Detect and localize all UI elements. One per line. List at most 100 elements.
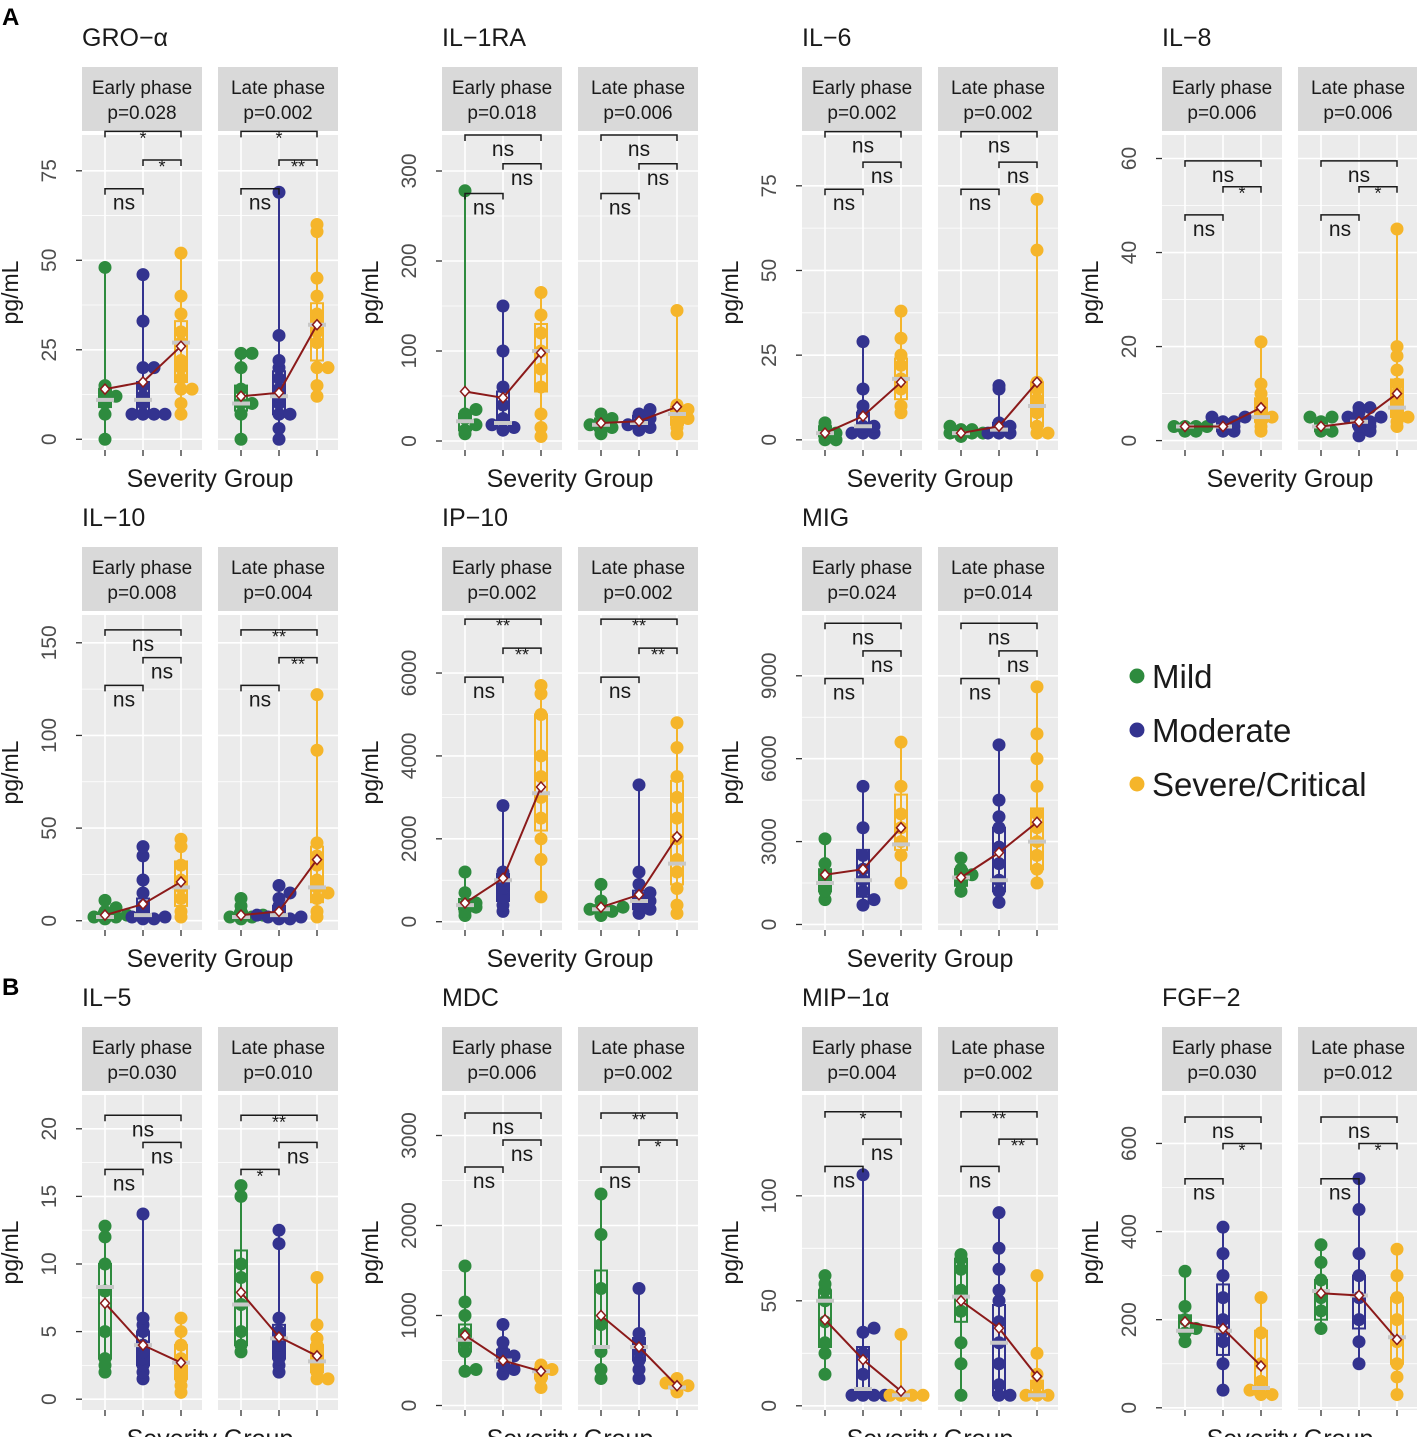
significance-label: ** [515,645,529,665]
facet-p-value: p=0.004 [827,1063,897,1084]
mean-marker [459,385,471,398]
mean-marker [175,1356,187,1369]
point-severe [1030,680,1044,694]
significance-label: ns [833,682,855,705]
point-severe [1041,1388,1055,1402]
facet-p-value: p=0.030 [107,1063,176,1084]
x-axis-title: Severity Group [487,1425,654,1437]
point-severe [310,289,324,303]
point-moderate [136,268,150,282]
point-moderate [856,335,870,349]
facet-p-value: p=0.006 [467,1063,536,1084]
y-tick-label: 40 [1118,241,1141,264]
significance-bracket [998,1138,1038,1146]
point-severe [310,361,324,375]
significance-label: * [275,128,282,148]
significance-label: * [256,1166,263,1186]
point-severe [670,811,684,825]
chart-title: IL−10 [82,504,145,532]
significance-label: ns [1007,654,1029,677]
point-moderate [136,886,150,900]
y-tick-label: 5 [38,1326,61,1338]
point-mild [954,1248,968,1262]
significance-bracket [824,1111,902,1118]
point-severe [534,811,548,825]
significance-label: ** [291,655,305,675]
facet-label: Early phase [452,1038,552,1059]
y-tick-label: 9000 [758,652,781,699]
significance-label: ns [988,626,1010,649]
point-moderate [496,423,510,437]
point-severe [310,892,324,905]
facet-strip [82,1027,202,1091]
point-moderate [1352,1357,1366,1371]
significance-label: ns [1212,1120,1234,1143]
point-mild [234,1271,248,1285]
significance-label: ns [871,165,893,188]
point-mild [1178,1299,1192,1313]
point-moderate [992,1283,1006,1297]
point-moderate [867,1321,881,1335]
point-mild [469,403,483,416]
point-moderate [856,884,870,898]
point-moderate [283,407,297,421]
point-moderate [856,382,870,396]
point-mild [818,1336,832,1350]
point-mild [458,1364,472,1378]
point-moderate [272,432,286,446]
significance-label: ns [609,680,631,703]
mean-marker [1353,1289,1365,1302]
significance-bracket [240,187,280,195]
point-mild [234,432,248,446]
significance-bracket [278,656,318,664]
point-mild [98,893,112,907]
point-moderate [272,371,286,385]
significance-bracket [1184,160,1262,167]
significance-label: ns [833,192,855,215]
significance-label: ns [1193,218,1215,241]
legend-marker-severe [1129,776,1145,792]
point-severe [310,1318,324,1332]
point-mild [594,1318,608,1331]
point-moderate [1363,401,1377,415]
point-mild [954,1262,968,1276]
point-mild [954,1336,968,1350]
significance-bracket [278,159,318,167]
point-moderate [283,886,297,900]
point-severe [1390,222,1404,236]
point-mild [234,382,248,396]
legend-marker-mild [1129,668,1145,684]
y-tick-label: 0 [398,916,421,928]
legend-label-mild: Mild [1152,658,1213,695]
significance-bracket [862,161,902,169]
x-axis-title: Severity Group [487,465,654,493]
point-moderate [1216,1247,1230,1261]
significance-label: * [1238,184,1245,204]
point-mild [594,1187,608,1201]
point-mild [458,1259,472,1273]
y-axis-title: pg/mL [357,260,383,324]
point-severe [894,1327,908,1341]
significance-bracket [824,1165,864,1173]
mean-marker [1255,401,1267,414]
significance-bracket [862,650,902,657]
point-moderate [1363,415,1377,429]
mean-marker [1315,420,1327,433]
y-tick-label: 50 [758,1289,781,1312]
point-severe [1243,1383,1257,1397]
point-moderate [136,1207,150,1221]
significance-label: ** [632,616,646,636]
mean-marker [137,897,149,911]
point-mild [1314,1273,1328,1287]
y-tick-label: 50 [38,249,61,272]
significance-label: * [654,1137,661,1157]
y-axis-title: pg/mL [0,740,23,804]
point-severe [310,1331,324,1345]
point-moderate [158,407,172,421]
point-severe [174,832,188,846]
x-axis-title: Severity Group [127,1425,294,1437]
point-severe [310,336,324,350]
point-moderate [1352,1203,1366,1217]
